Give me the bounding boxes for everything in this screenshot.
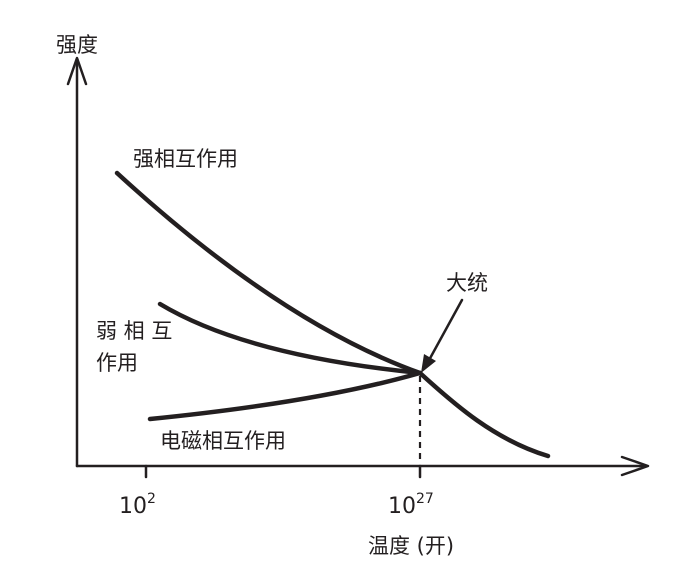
- weak-interaction-label-line2: 作用: [96, 351, 138, 375]
- x-tick-label-2-exponent: 27: [416, 491, 434, 507]
- weak-interaction-label-line1: 弱 相 互: [96, 319, 172, 343]
- x-tick-label-2-base: 10: [388, 494, 416, 519]
- unification-arrow: [421, 298, 464, 373]
- electromagnetic-interaction-curve: [147, 370, 423, 422]
- x-axis-label: 温度 (开): [368, 534, 454, 558]
- strong-interaction-curve: [114, 170, 423, 376]
- y-axis-label: 强度: [56, 33, 98, 57]
- x-axis: [75, 455, 650, 479]
- weak-interaction-curve: [157, 301, 423, 376]
- electromagnetic-interaction-label: 电磁相互作用: [160, 429, 286, 453]
- y-axis: [66, 56, 88, 468]
- unified-force-curve: [417, 370, 551, 459]
- strong-interaction-label: 强相互作用: [133, 147, 238, 171]
- unification-arrow-head: [421, 354, 436, 373]
- x-tick-label-1: 102: [119, 491, 156, 519]
- x-tick-label-1-exponent: 2: [147, 491, 156, 507]
- x-tick-label-2: 1027: [388, 491, 434, 519]
- y-axis-arrowhead: [66, 56, 88, 86]
- x-axis-arrowhead: [620, 455, 650, 477]
- unification-arrow-shaft: [426, 298, 464, 364]
- unification-label: 大统: [446, 271, 488, 295]
- x-tick-label-1-base: 10: [119, 494, 147, 519]
